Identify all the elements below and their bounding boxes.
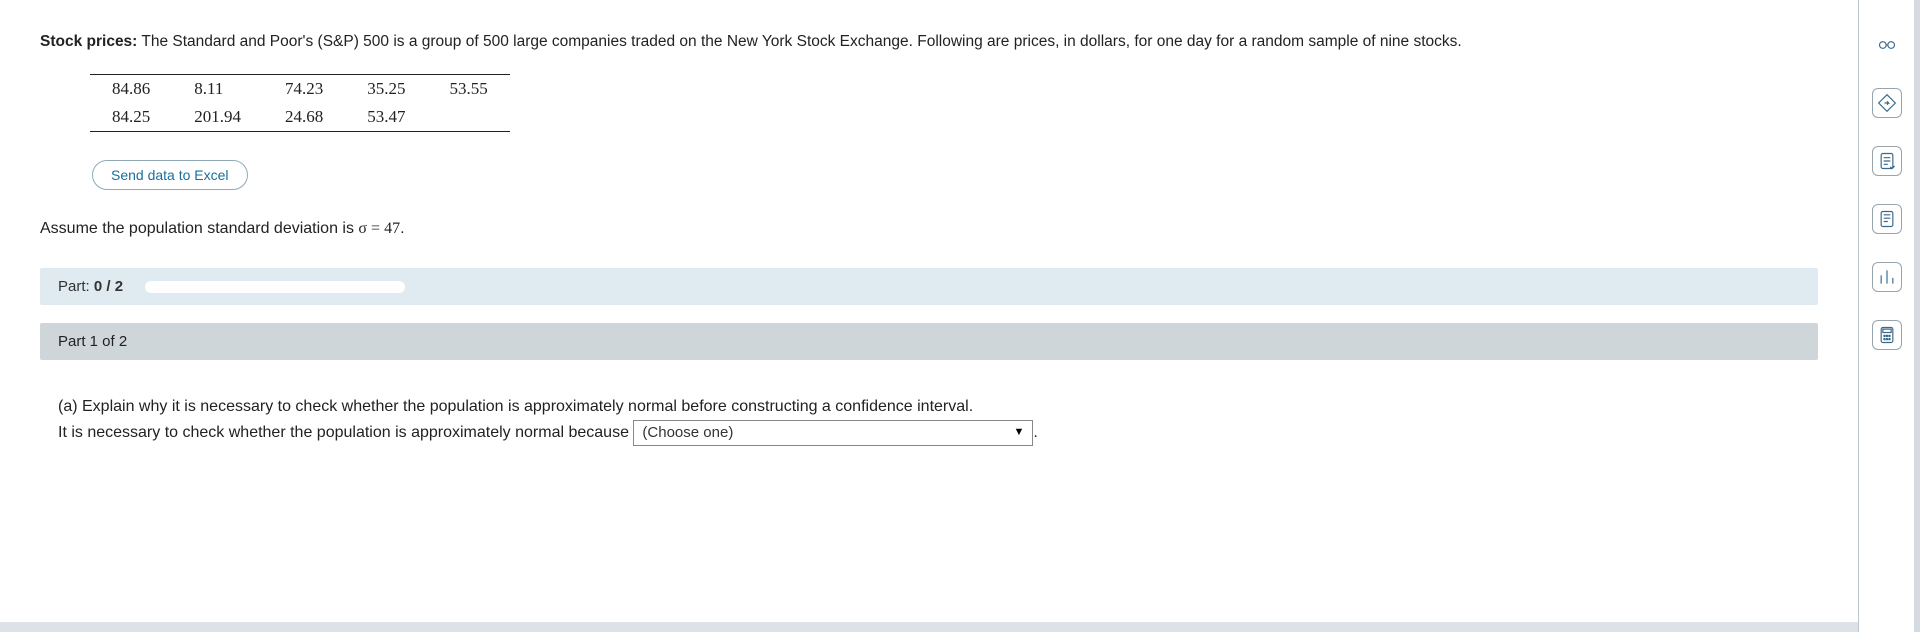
table-row: 84.868.1174.2335.2553.55 <box>90 75 510 104</box>
table-cell: 53.47 <box>345 103 427 132</box>
intro-text: The Standard and Poor's (S&P) 500 is a g… <box>137 33 1461 50</box>
calculator-icon[interactable] <box>1872 320 1902 350</box>
answer-dropdown[interactable]: (Choose one) ▼ <box>633 420 1033 446</box>
assumption-text: Assume the population standard deviation… <box>40 220 1818 238</box>
eyeglasses-icon[interactable] <box>1872 30 1902 60</box>
question-line-a: (a) Explain why it is necessary to check… <box>58 394 1800 420</box>
table-cell: 8.11 <box>172 75 263 104</box>
progress-label: Part: 0 / 2 <box>58 278 123 295</box>
chevron-down-icon: ▼ <box>1014 424 1025 442</box>
table-cell: 35.25 <box>345 75 427 104</box>
table-cell: 84.25 <box>90 103 172 132</box>
dropdown-placeholder: (Choose one) <box>642 421 733 445</box>
stock-price-table: 84.868.1174.2335.2553.5584.25201.9424.68… <box>90 74 510 132</box>
bottom-edge-scrim <box>0 622 1858 632</box>
part-header: Part 1 of 2 <box>40 323 1818 360</box>
table-cell: 84.86 <box>90 75 172 104</box>
notes-check-icon[interactable] <box>1872 146 1902 176</box>
table-cell: 53.55 <box>428 75 510 104</box>
side-toolbar <box>1858 0 1920 632</box>
table-cell: 24.68 <box>263 103 345 132</box>
send-to-excel-button[interactable]: Send data to Excel <box>92 160 248 190</box>
question-line-b: It is necessary to check whether the pop… <box>58 420 1800 446</box>
table-cell: 201.94 <box>172 103 263 132</box>
sigma-expression: σ = 47 <box>358 220 400 237</box>
table-cell: 74.23 <box>263 75 345 104</box>
progress-bar: Part: 0 / 2 <box>40 268 1818 305</box>
directions-icon[interactable] <box>1872 88 1902 118</box>
intro-paragraph: Stock prices: The Standard and Poor's (S… <box>40 30 1818 54</box>
intro-strong: Stock prices: <box>40 33 137 50</box>
bar-chart-icon[interactable] <box>1872 262 1902 292</box>
progress-track <box>145 281 405 293</box>
table-cell <box>428 103 510 132</box>
question-block: (a) Explain why it is necessary to check… <box>40 394 1818 446</box>
book-icon[interactable] <box>1872 204 1902 234</box>
table-row: 84.25201.9424.6853.47 <box>90 103 510 132</box>
